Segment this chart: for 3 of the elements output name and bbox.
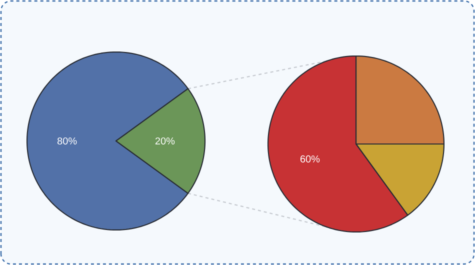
data-label: 20% — [155, 137, 175, 145]
data-label: 60% — [300, 155, 320, 162]
data-label: 80% — [57, 137, 77, 145]
